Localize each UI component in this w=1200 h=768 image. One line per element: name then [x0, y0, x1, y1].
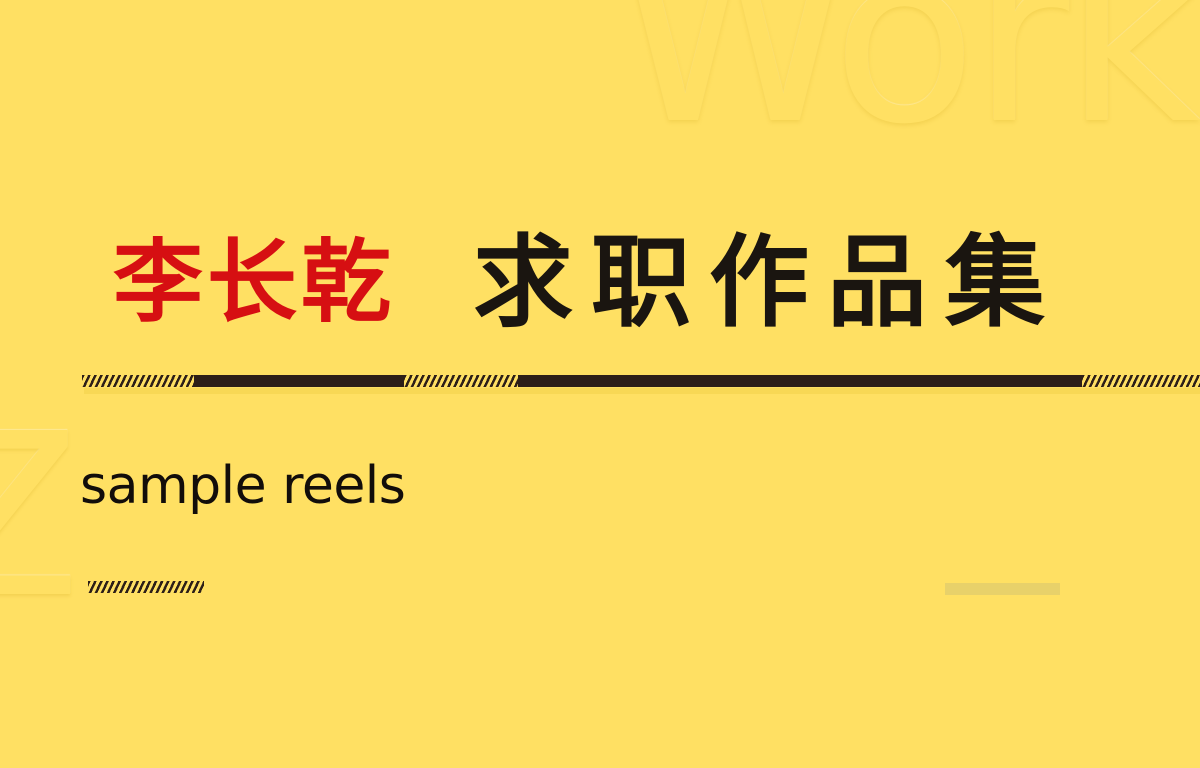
- divider-hatch-segment: [404, 375, 518, 387]
- title-row: 李长乾 求职作品集: [113, 228, 1063, 338]
- divider-hatch-segment: [1082, 375, 1200, 387]
- divider-hatch-segment: [82, 375, 194, 387]
- watermark-word: Work: [618, 0, 1200, 176]
- divider-solid-segment: [518, 375, 1082, 387]
- portfolio-title: 求职作品集: [473, 224, 1063, 341]
- title-divider: [82, 375, 1200, 387]
- divider-shadow: [84, 388, 1200, 394]
- subtitle: sample reels: [80, 456, 406, 516]
- divider-solid-segment: [194, 375, 404, 387]
- watermark-letter: Z: [0, 386, 81, 648]
- small-hatch-bar: [88, 581, 204, 593]
- decorative-bar: [945, 583, 1060, 595]
- author-name: 李长乾: [113, 230, 395, 335]
